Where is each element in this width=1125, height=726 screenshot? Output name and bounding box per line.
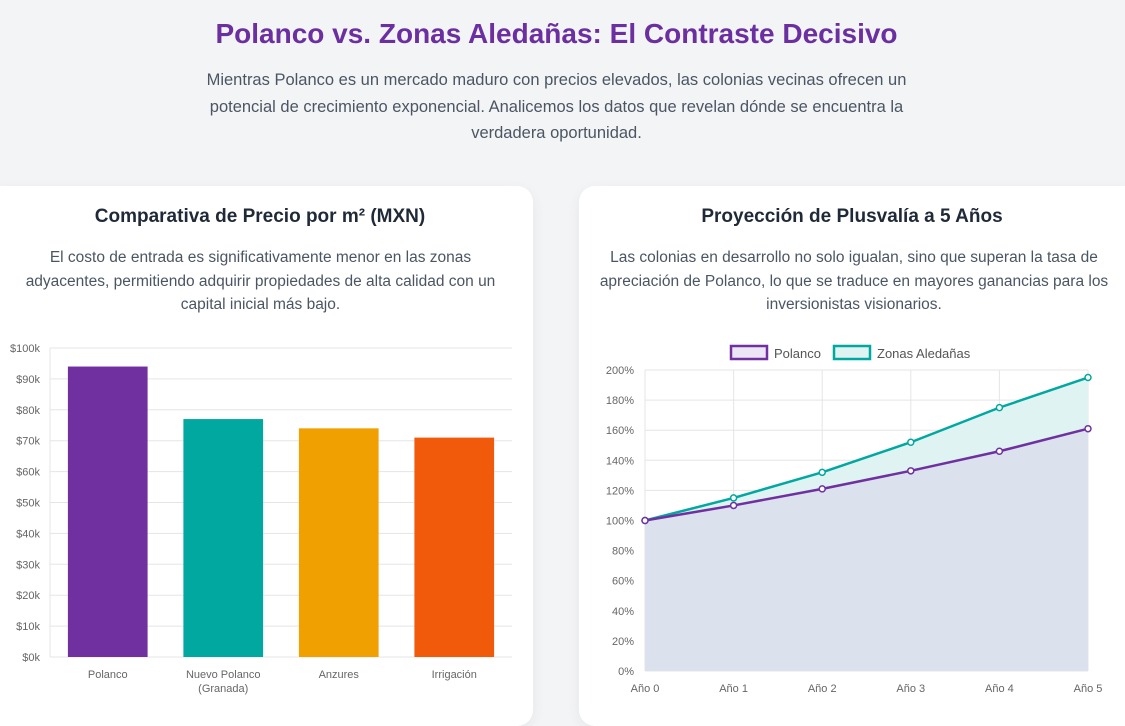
price-card-description: El costo de entrada es significativament…	[25, 249, 496, 313]
polanco-point	[1084, 424, 1092, 433]
bar-1	[183, 419, 264, 657]
intro-paragraph: Mientras Polanco es un mercado maduro co…	[206, 71, 907, 142]
growth-card-description: Las colonias en desarrollo no solo igual…	[599, 249, 1109, 313]
growth-card-title: Proyección de Plusvalía a 5 Años	[701, 206, 1003, 227]
line-y-tick-label: 80%	[612, 546, 634, 558]
bar-y-tick-label: $30k	[16, 559, 40, 571]
bar-y-tick-label: $50k	[16, 498, 40, 510]
legend-zonas-aledanas-swatch	[832, 344, 872, 361]
zonas-aledanas-line	[644, 376, 1089, 522]
bar-3	[414, 437, 495, 657]
line-y-tick-label: 100%	[606, 516, 634, 528]
bar-y-tick-label: $100k	[10, 343, 40, 355]
line-y-tick-label: 160%	[606, 425, 634, 437]
legend-polanco-swatch	[729, 344, 769, 361]
zonas-aledanas-point	[907, 438, 915, 446]
polanco-point	[729, 501, 738, 510]
zonas-aledanas-point	[818, 468, 826, 477]
polanco-point	[995, 447, 1004, 456]
zonas-aledanas-point	[1084, 373, 1092, 382]
line-y-tick-label: 60%	[612, 576, 634, 588]
bar-y-tick-label: $70k	[16, 436, 40, 448]
bar-x-tick-label: Irrigación	[432, 669, 477, 681]
polanco-point	[641, 516, 649, 525]
line-y-tick-label: 0%	[618, 666, 634, 678]
line-x-tick-label: Año 5	[1074, 683, 1103, 695]
polanco-area-fill	[645, 428, 1088, 671]
page-title: Polanco vs. Zonas Aledañas: El Contraste…	[215, 18, 898, 49]
bar-x-tick-label: (Granada)	[198, 683, 248, 695]
bar-y-tick-label: $90k	[16, 374, 40, 386]
line-x-tick-label: Año 3	[896, 683, 925, 695]
bar-x-tick-label: Nuevo Polanco	[186, 669, 261, 681]
line-x-tick-label: Año 1	[719, 683, 748, 695]
legend-polanco-label: Polanco	[774, 346, 821, 361]
bar-2	[298, 428, 379, 657]
bar-y-tick-label: $40k	[16, 528, 40, 540]
polanco-line	[644, 427, 1089, 522]
line-x-tick-label: Año 4	[985, 683, 1014, 695]
line-y-tick-label: 140%	[606, 455, 634, 467]
bar-0	[67, 366, 148, 657]
bar-y-tick-label: $10k	[16, 621, 40, 633]
line-y-tick-label: 20%	[612, 636, 634, 648]
bar-y-tick-label: $60k	[16, 467, 40, 479]
bar-y-tick-label: $20k	[16, 590, 40, 602]
growth-area-chart: 0% 20% 40% 60% 80% 100% 120% 140% 160% 180% 200% Añ…	[606, 344, 1103, 695]
line-y-tick-label: 120%	[606, 485, 634, 497]
bar-x-tick-label: Anzures	[319, 669, 360, 681]
bar-y-tick-label: $0k	[22, 652, 40, 664]
line-y-tick-label: 180%	[606, 395, 634, 407]
zonas-aledanas-point	[729, 494, 738, 502]
polanco-point	[907, 467, 915, 475]
line-y-tick-label: 200%	[606, 365, 634, 377]
line-x-tick-label: Año 0	[631, 683, 660, 695]
price-bar-chart: $0k $10k $20k $30k $40k $50k $60k $70k $80k $90k $…	[10, 343, 512, 695]
polanco-point	[818, 485, 826, 493]
zonas-aledanas-point	[995, 403, 1004, 412]
line-y-tick-label: 40%	[612, 606, 634, 618]
bar-y-tick-label: $80k	[16, 405, 40, 417]
line-x-tick-label: Año 2	[808, 683, 837, 695]
bar-x-tick-label: Polanco	[88, 669, 128, 681]
legend-zonas-aledanas-label: Zonas Aledañas	[877, 346, 971, 361]
price-card-title: Comparativa de Precio por m² (MXN)	[94, 206, 426, 227]
